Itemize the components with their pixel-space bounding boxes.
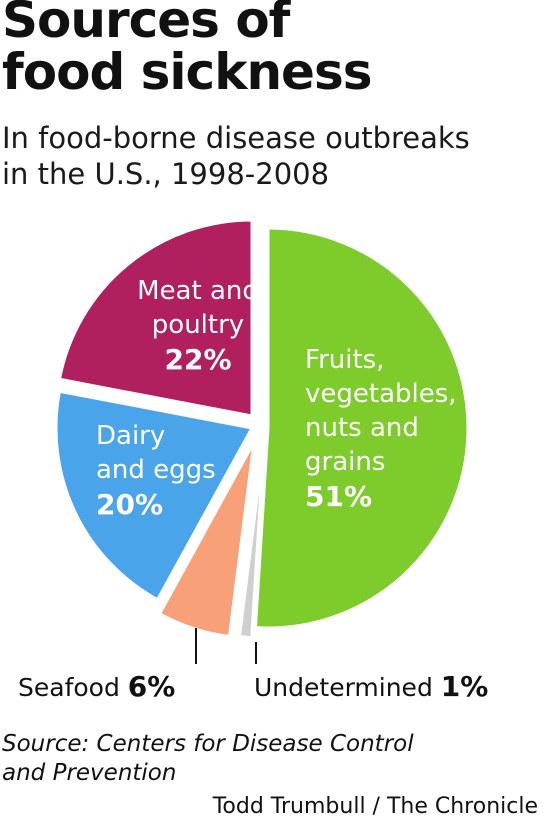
slice-label-fruits-vegetables: vegetables, <box>305 379 457 409</box>
slice-label-dairy-eggs: and eggs <box>96 455 216 485</box>
slice-value-fruits-vegetables: 51% <box>305 480 372 513</box>
pie-slice-undetermined <box>237 441 266 640</box>
slice-value-meat-poultry: 22% <box>164 343 231 376</box>
slice-label-meat-poultry: Meat and <box>137 276 259 306</box>
callout-seafood-label: Seafood <box>18 673 120 702</box>
pie-slice-fruits-vegetables <box>253 226 470 630</box>
pie-slice-meat-poultry <box>57 218 254 418</box>
chart-subtitle: In food-borne disease outbreaks in the U… <box>2 121 470 191</box>
callout-undetermined-label: Undetermined <box>254 673 433 702</box>
pie-slice-dairy-eggs <box>54 389 255 602</box>
credit-line: Todd Trumbull / The Chronicle <box>212 794 538 819</box>
slice-label-dairy-eggs: Dairy <box>96 421 165 451</box>
slice-label-meat-poultry: poultry <box>152 310 244 340</box>
callout-seafood: Seafood 6% <box>18 670 175 703</box>
slice-label-fruits-vegetables: nuts and <box>305 413 419 443</box>
callout-seafood-value: 6% <box>127 670 176 703</box>
pie-slice-seafood <box>157 441 256 639</box>
chart-title: Sources of food sickness <box>2 0 372 101</box>
slice-label-fruits-vegetables: grains <box>305 447 385 477</box>
callout-undetermined-value: 1% <box>440 670 489 703</box>
slice-value-dairy-eggs: 20% <box>96 488 163 521</box>
source-note: Source: Centers for Disease Control and … <box>2 731 414 786</box>
slice-label-fruits-vegetables: Fruits, <box>305 345 384 375</box>
callout-undetermined: Undetermined 1% <box>254 670 488 703</box>
